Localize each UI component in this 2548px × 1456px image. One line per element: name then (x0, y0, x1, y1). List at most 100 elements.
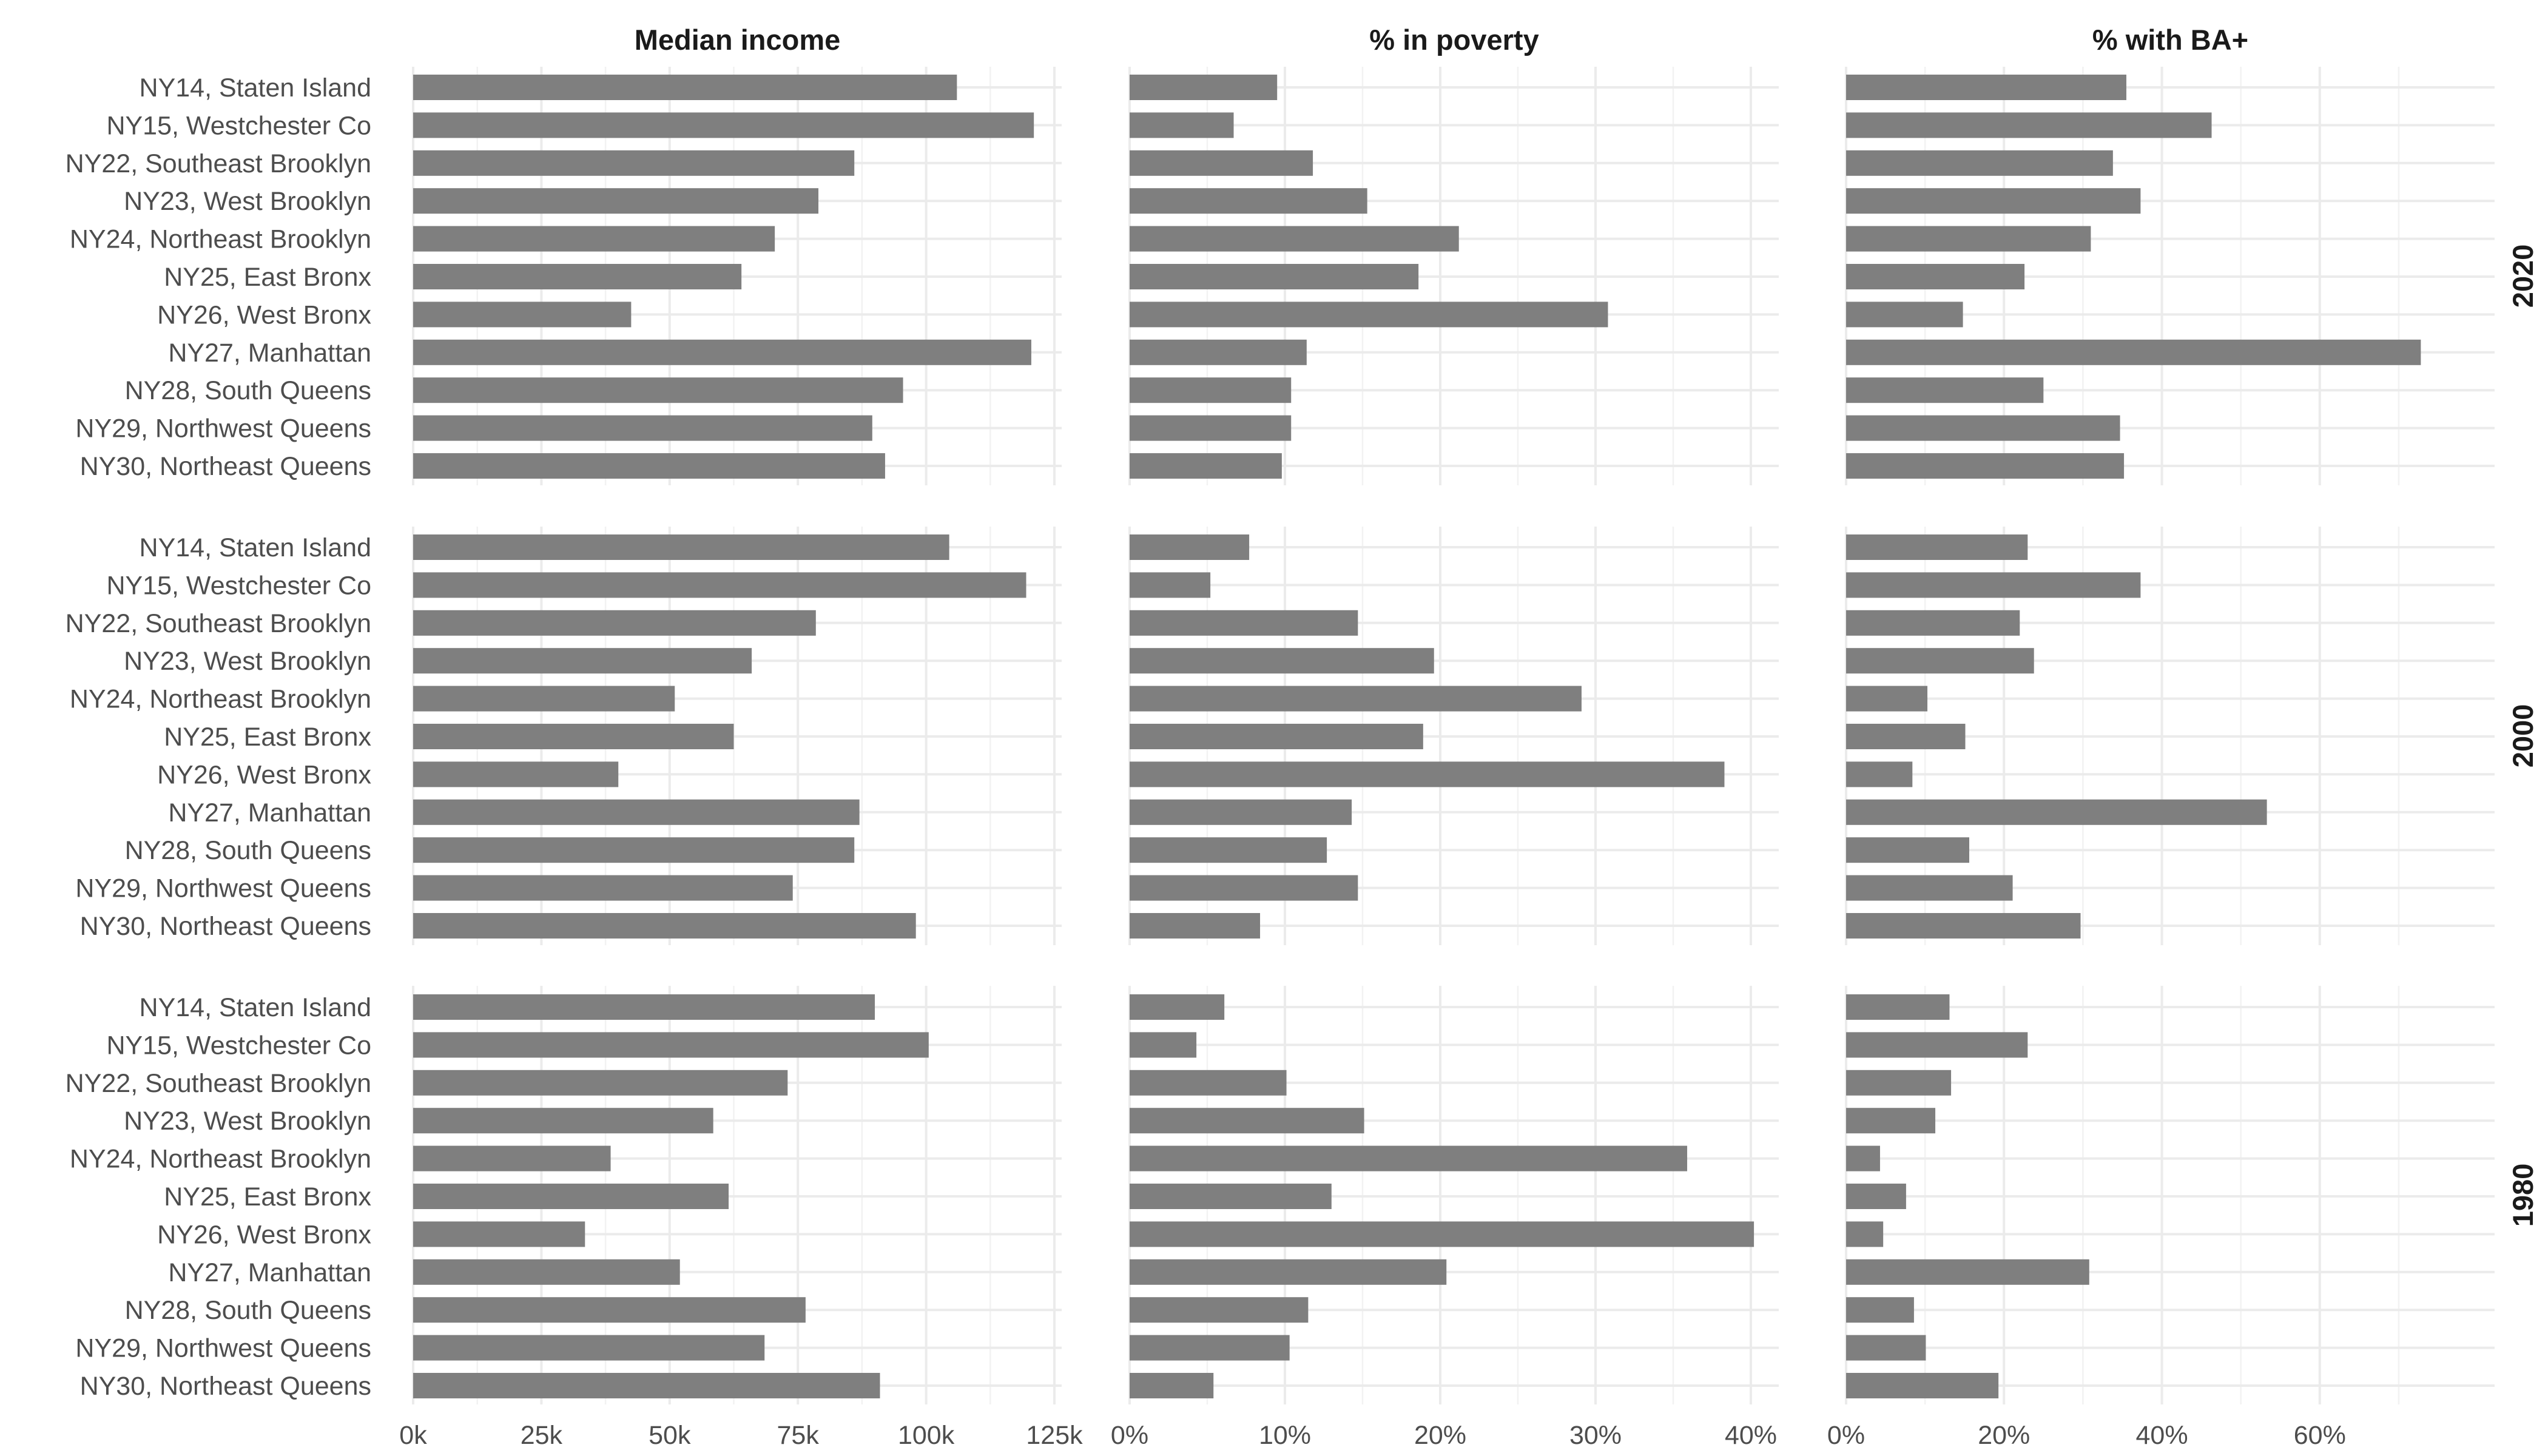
bar (1130, 415, 1292, 441)
category-label: NY22, Southeast Brooklyn (66, 1069, 371, 1098)
bar (413, 75, 957, 100)
category-label: NY23, West Brooklyn (124, 1107, 371, 1136)
bar (1130, 75, 1278, 100)
bar (413, 761, 619, 787)
bar (413, 150, 855, 176)
bar (1130, 837, 1327, 863)
category-label: NY28, South Queens (125, 1296, 371, 1325)
bars (413, 75, 2421, 1398)
category-label: NY30, Northeast Queens (80, 912, 371, 941)
bar (413, 994, 875, 1020)
bar (1846, 1335, 1926, 1361)
x-tick-label: 30% (1569, 1421, 1622, 1450)
x-tick-label: 125k (1026, 1421, 1083, 1450)
bar (1130, 875, 1358, 901)
bar (1130, 1032, 1197, 1058)
bar (413, 377, 903, 403)
x-tick-label: 0% (1111, 1421, 1148, 1450)
bar (1130, 761, 1725, 787)
row-title: 1980 (2507, 1164, 2539, 1227)
bar (1130, 994, 1225, 1020)
category-label: NY24, Northeast Brooklyn (70, 1145, 371, 1174)
bar (413, 686, 675, 712)
row-title: 2020 (2507, 244, 2539, 308)
bar (413, 875, 793, 901)
category-label: NY22, Southeast Brooklyn (66, 609, 371, 638)
category-label: NY15, Westchester Co (106, 571, 371, 600)
bar (1846, 1070, 1952, 1096)
x-tick-label: 25k (521, 1421, 563, 1450)
column-title: % with BA+ (2092, 24, 2248, 56)
category-label: NY14, Staten Island (140, 533, 371, 562)
category-label: NY28, South Queens (125, 376, 371, 405)
column-title: % in poverty (1369, 24, 1539, 56)
bar (413, 226, 775, 252)
bar (1130, 913, 1261, 939)
bar (1846, 339, 2421, 365)
bar (413, 1070, 788, 1096)
bar (1130, 264, 1419, 289)
bar (413, 837, 855, 863)
bar (1130, 150, 1313, 176)
row-title: 2000 (2507, 704, 2539, 768)
bar (1846, 1259, 2089, 1285)
category-label: NY25, East Bronx (164, 1182, 371, 1212)
category-label: NY14, Staten Island (140, 73, 371, 103)
bar (1130, 686, 1582, 712)
x-tick-label: 100k (898, 1421, 955, 1450)
bar (1846, 799, 2267, 825)
bar (1130, 1373, 1214, 1398)
bar (413, 913, 916, 939)
x-tick-label: 20% (1414, 1421, 1466, 1450)
bar (1130, 1070, 1287, 1096)
bar (1846, 1108, 1936, 1134)
bar (413, 1145, 611, 1171)
category-label: NY26, West Bronx (157, 1220, 371, 1249)
bar (1130, 1335, 1290, 1361)
bar (413, 799, 860, 825)
bar (1130, 648, 1434, 674)
bar (413, 610, 816, 636)
bar (1130, 1184, 1332, 1209)
bar (1846, 1032, 2028, 1058)
category-label: NY30, Northeast Queens (80, 452, 371, 481)
bar (1130, 1221, 1754, 1247)
bar (413, 1032, 929, 1058)
category-label: NY30, Northeast Queens (80, 1372, 371, 1401)
bar (1846, 377, 2044, 403)
category-label: NY23, West Brooklyn (124, 647, 371, 676)
category-label: NY25, East Bronx (164, 723, 371, 752)
bar (1846, 913, 2081, 939)
bar (413, 264, 742, 289)
bar (1846, 1184, 1906, 1209)
bar (1130, 1297, 1309, 1323)
bar (1130, 226, 1459, 252)
category-label: NY25, East Bronx (164, 263, 371, 292)
column-title: Median income (635, 24, 841, 56)
bar (1846, 724, 1966, 749)
bar (413, 1335, 765, 1361)
bar (1130, 188, 1367, 214)
category-label: NY29, Northwest Queens (75, 1334, 371, 1363)
bar (1846, 994, 1950, 1020)
bar (1130, 1108, 1364, 1134)
bar (1846, 761, 1913, 787)
bar (1846, 534, 2028, 560)
category-label: NY15, Westchester Co (106, 1031, 371, 1060)
bar (1846, 686, 1928, 712)
x-tick-label: 40% (1725, 1421, 1777, 1450)
bar (1846, 453, 2125, 479)
x-tick-label: 10% (1259, 1421, 1311, 1450)
x-tick-label: 20% (1978, 1421, 2030, 1450)
bar (1130, 610, 1358, 636)
bar (1130, 799, 1352, 825)
bar (1846, 415, 2120, 441)
bar (1846, 875, 2013, 901)
bar (1846, 610, 2020, 636)
bar (1130, 534, 1250, 560)
bar (413, 724, 734, 749)
category-label: NY27, Manhattan (168, 339, 371, 368)
x-tick-label: 0k (399, 1421, 427, 1450)
category-label: NY22, Southeast Brooklyn (66, 149, 371, 178)
bar (413, 302, 632, 328)
